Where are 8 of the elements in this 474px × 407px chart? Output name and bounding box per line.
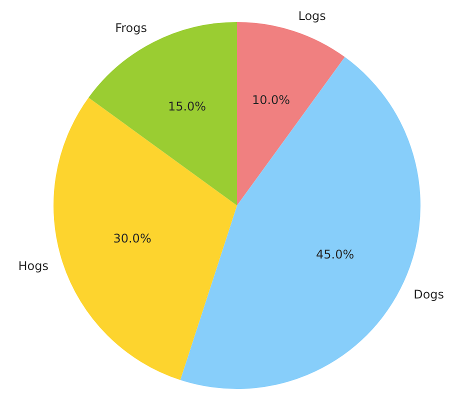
data-label: 30.0%	[113, 232, 152, 246]
slice-label: Dogs	[414, 288, 444, 302]
data-label: 10.0%	[252, 92, 290, 107]
slice-label: Logs	[298, 9, 326, 24]
slice-label: Hogs	[18, 258, 49, 273]
slice-label: Frogs	[115, 21, 148, 36]
data-label: 45.0%	[316, 248, 354, 262]
data-label: 15.0%	[168, 100, 206, 114]
